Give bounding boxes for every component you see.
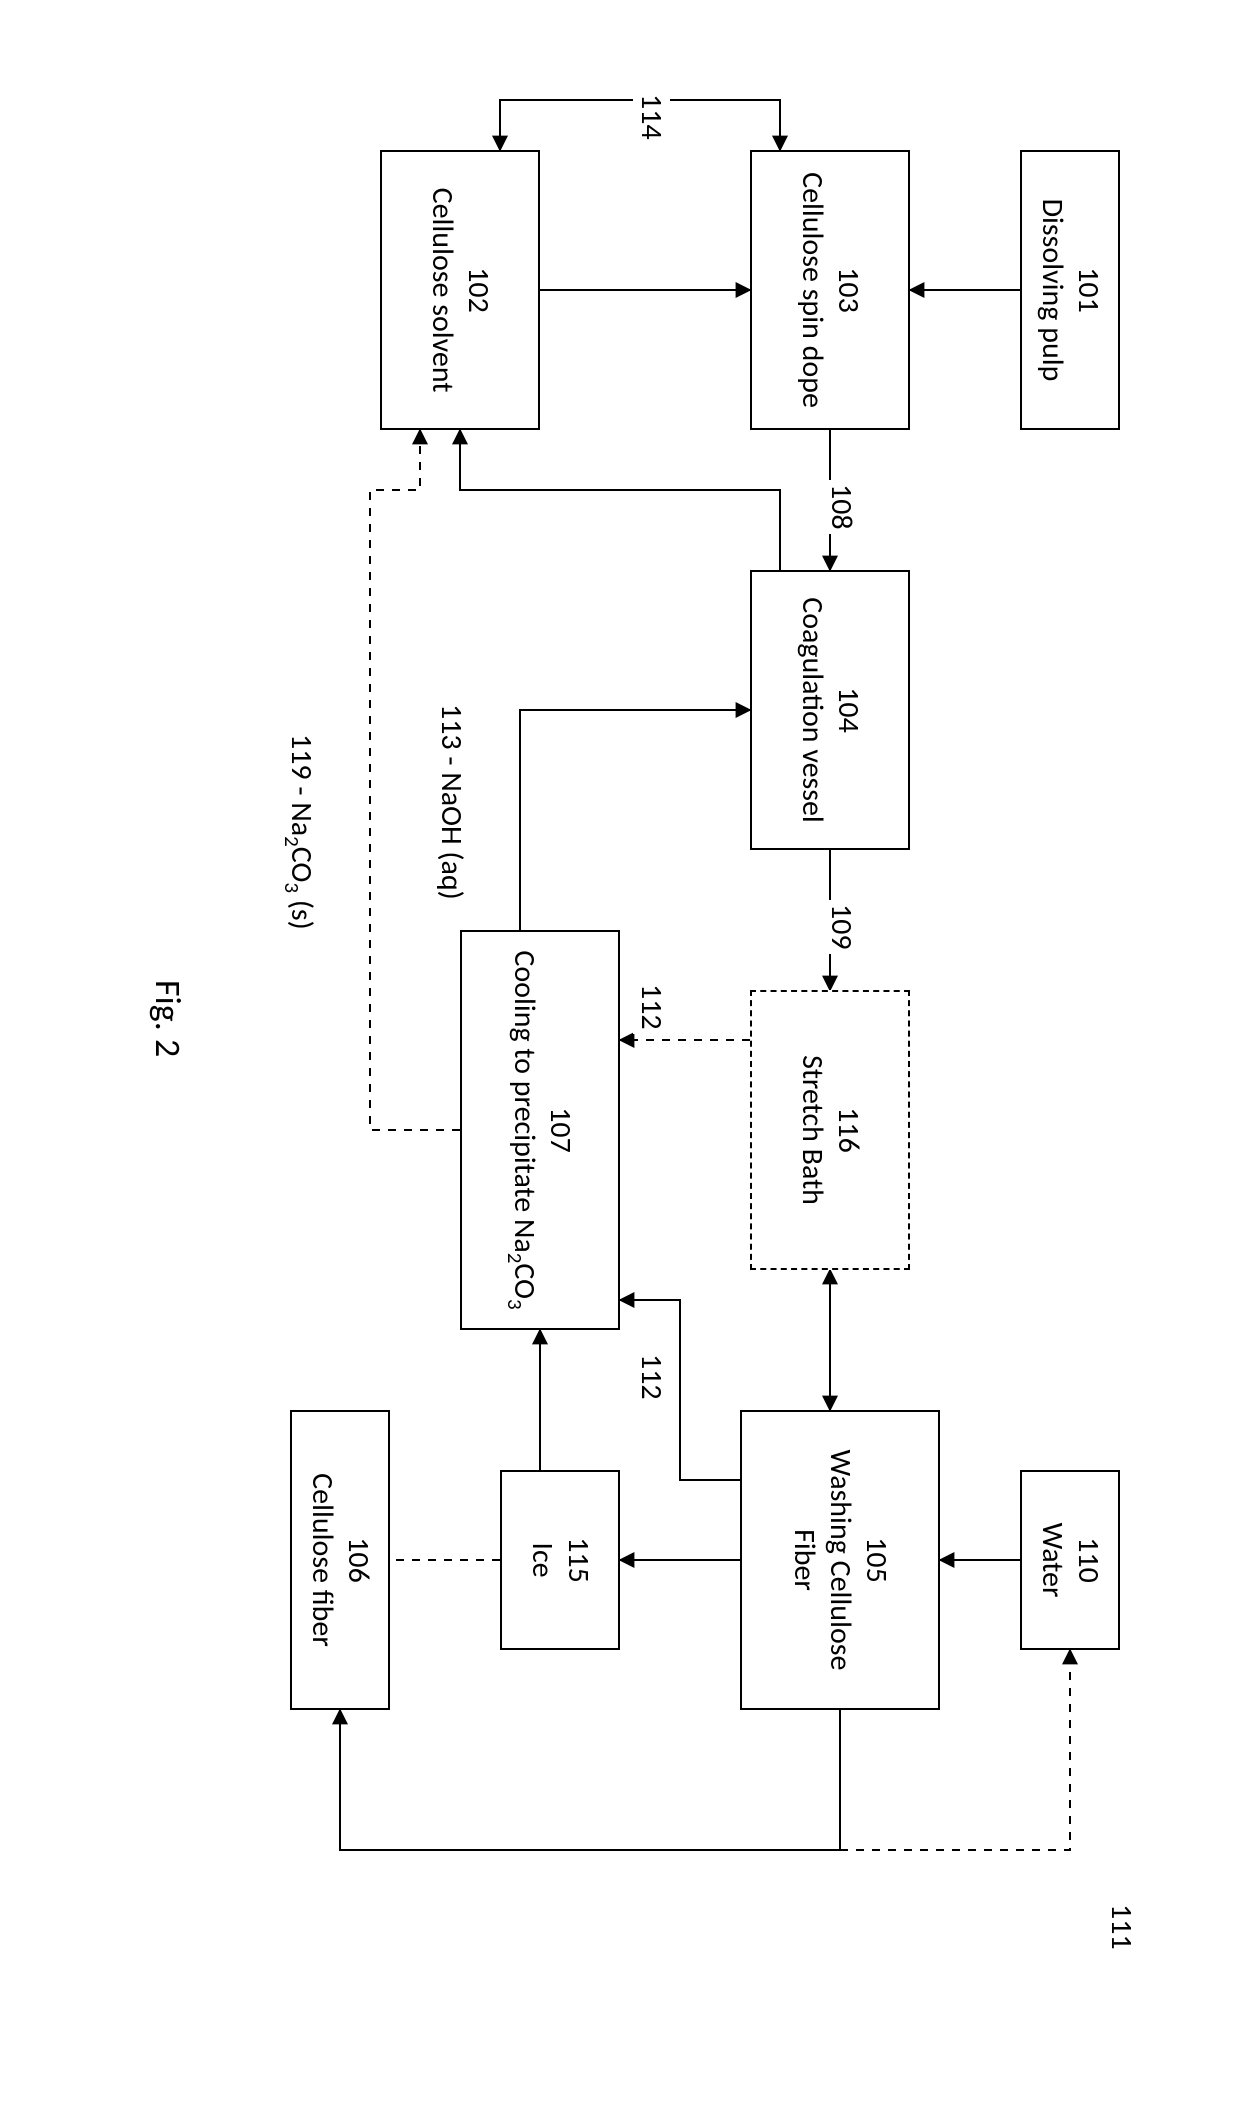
- box-text: Washing Cellulose Fiber: [786, 1416, 858, 1704]
- edge-107-104-NaOH: [520, 710, 750, 930]
- box-text: Cellulose fiber: [304, 1473, 340, 1647]
- box-b116: 116Stretch Bath: [750, 990, 910, 1270]
- edge-label-e119: 119 - Na2CO3 (s): [279, 730, 320, 934]
- edge-label-e112b: 112: [633, 1350, 670, 1404]
- box-num: 106: [340, 1537, 376, 1583]
- edge-label-e112a: 112: [633, 980, 670, 1034]
- box-b103: 103Cellulose spin dope: [750, 150, 910, 430]
- box-text: Coagulation vessel: [794, 597, 830, 823]
- box-text: Dissolving pulp: [1034, 199, 1070, 382]
- box-num: 101: [1070, 267, 1106, 313]
- edge-label-e114: 114: [633, 90, 670, 144]
- box-b104: 104Coagulation vessel: [750, 570, 910, 850]
- box-num: 115: [560, 1537, 596, 1583]
- figure-label: Fig. 2: [146, 980, 190, 1057]
- box-b115: 115Ice: [500, 1470, 620, 1650]
- box-num: 107: [542, 1107, 578, 1153]
- box-num: 103: [830, 267, 866, 313]
- box-num: 105: [858, 1537, 894, 1583]
- edge-label-e109: 109: [823, 900, 860, 954]
- edge-104-102: [460, 430, 780, 570]
- box-b101: 101Dissolving pulp: [1020, 150, 1120, 430]
- box-b107: 107Cooling to precipitate Na2CO3: [460, 930, 620, 1330]
- box-text: Cooling to precipitate Na2CO3: [502, 950, 542, 1309]
- box-num: 116: [830, 1107, 866, 1153]
- box-b102: 102Cellulose solvent: [380, 150, 540, 430]
- box-text: Cellulose spin dope: [794, 172, 830, 408]
- box-b110: 110Water: [1020, 1470, 1120, 1650]
- box-text: Water: [1034, 1523, 1070, 1598]
- edge-label-e113: 113 - NaOH (aq): [433, 700, 470, 904]
- box-num: 102: [460, 267, 496, 313]
- box-num: 110: [1070, 1537, 1106, 1583]
- box-num: 104: [830, 687, 866, 733]
- box-text: Ice: [524, 1542, 560, 1577]
- box-text: Cellulose solvent: [424, 188, 460, 393]
- box-text: Stretch Bath: [794, 1055, 830, 1205]
- edge-label-e108: 108: [823, 480, 860, 534]
- edge-111-branch-down: [340, 1710, 840, 1850]
- edge-label-e111: 111: [1103, 1900, 1140, 1954]
- box-b105: 105Washing Cellulose Fiber: [740, 1410, 940, 1710]
- box-b106: 106Cellulose fiber: [290, 1410, 390, 1710]
